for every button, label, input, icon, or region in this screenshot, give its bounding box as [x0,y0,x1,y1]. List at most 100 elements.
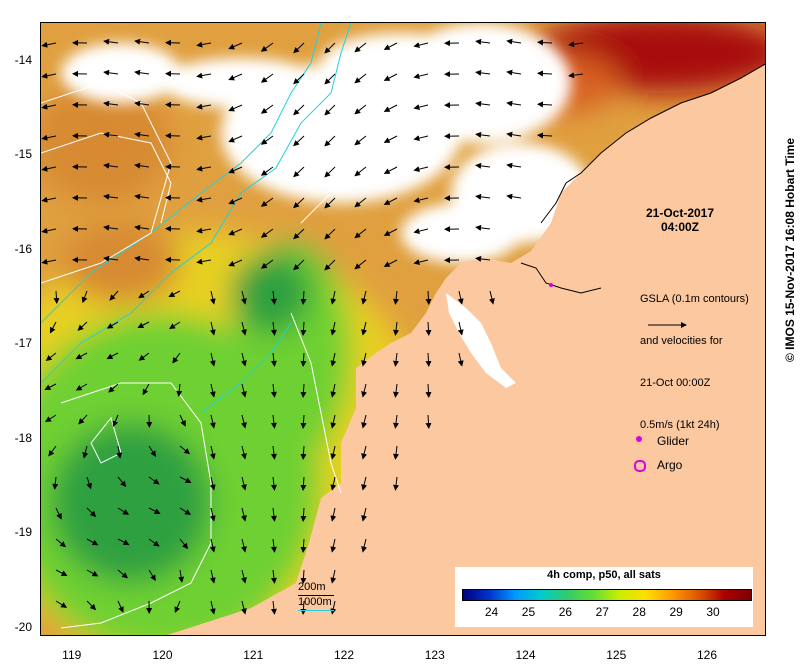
velocity-arrow [361,290,368,305]
velocity-arrow [134,38,150,45]
velocity-arrow [81,290,88,304]
velocity-arrow [55,569,68,576]
velocity-arrow [196,103,212,110]
velocity-arrow [383,104,398,112]
velocity-arrow [108,383,119,393]
velocity-arrow [176,383,183,397]
velocity-arrow [86,569,99,577]
velocity-arrow [568,72,584,79]
velocity-arrow [506,38,522,45]
velocity-arrow [209,352,216,367]
velocity-arrow [134,131,150,138]
velocity-arrow [354,42,367,53]
sst-map[interactable] [41,23,766,636]
velocity-arrow [196,41,212,48]
velocity-arrow [45,414,57,423]
map-area[interactable] [40,22,766,636]
velocity-arrow [260,166,274,176]
velocity-arrow [413,135,429,142]
velocity-arrow [209,507,216,522]
velocity-arrow [44,383,57,390]
velocity-arrow [174,600,181,613]
velocity-arrow [537,70,553,77]
velocity-arrow [354,73,367,84]
velocity-arrow [330,476,337,491]
velocity-arrow [179,507,192,515]
velocity-arrow [52,476,59,490]
velocity-arrow [330,383,337,398]
velocity-arrow [383,42,398,50]
lon-tick-label: 124 [515,648,536,662]
velocity-arrow [330,538,337,553]
coast-detail [520,63,765,294]
velocity-arrow [240,352,247,367]
gsla-line: 21-Oct 00:00Z [640,377,711,389]
velocity-arrow [475,100,491,107]
velocity-arrow [240,507,247,522]
velocity-arrow [228,259,243,267]
land-mass [167,64,765,635]
velocity-arrow [425,383,432,398]
velocity-arrow [270,445,277,460]
velocity-arrow [228,42,243,50]
velocity-arrow [537,101,553,108]
velocity-arrow [209,414,216,429]
lon-tick-label: 120 [152,648,173,662]
velocity-arrow [475,38,491,45]
lat-tick-label: -16 [14,241,32,256]
velocity-arrow [86,476,93,490]
velocity-arrow [393,476,399,491]
velocity-arrow [475,224,491,231]
velocity-arrow [354,166,367,177]
velocity-arrow [240,445,247,460]
velocity-arrow [228,197,243,205]
velocity-arrow [413,197,429,204]
observation-markers [549,283,553,287]
velocity-arrow [393,290,399,305]
velocity-arrow [293,259,305,271]
velocity-arrow [168,290,181,297]
velocity-arrow [383,135,398,143]
velocity-arrow [240,383,247,398]
velocity-arrow [383,228,398,236]
velocity-arrow [293,104,305,116]
velocity-arrow [134,69,150,76]
velocity-arrow [425,352,432,367]
velocity-arrow [196,134,212,141]
velocity-arrow [361,414,368,429]
velocity-arrow [270,538,277,553]
velocity-arrow [45,352,57,362]
velocity-arrow [228,73,243,81]
velocity-arrow [260,104,274,114]
velocity-arrow [488,290,495,305]
velocity-arrow [240,600,247,615]
velocity-arrow [209,476,216,491]
velocity-arrow [361,321,368,336]
velocity-arrow [425,290,432,305]
velocity-arrow [300,600,307,615]
velocity-arrow [300,383,307,398]
velocity-arrow [209,321,216,336]
velocity-arrow [300,290,307,305]
velocity-arrow [300,414,307,429]
velocity-arrow [86,507,97,518]
velocity-arrow [41,258,57,265]
velocity-arrow [78,414,88,425]
velocity-arrow [148,476,160,485]
velocity-arrow [209,538,216,553]
colorbar-tick-label: 25 [521,605,536,619]
velocity-arrow [148,507,161,514]
lat-tick-label: -19 [14,525,32,540]
velocity-arrow [293,166,305,178]
velocity-arrow [117,538,130,546]
velocity-arrow [103,224,119,231]
velocity-arrow [330,600,337,615]
lon-tick-label: 126 [696,648,718,662]
velocity-arrow [300,445,307,460]
lat-tick-label: -18 [14,430,32,445]
velocity-arrow [260,259,274,269]
velocity-arrow [300,352,307,367]
velocity-arrow [354,135,367,146]
velocity-arrow [178,569,185,583]
velocity-arrow [383,259,398,267]
